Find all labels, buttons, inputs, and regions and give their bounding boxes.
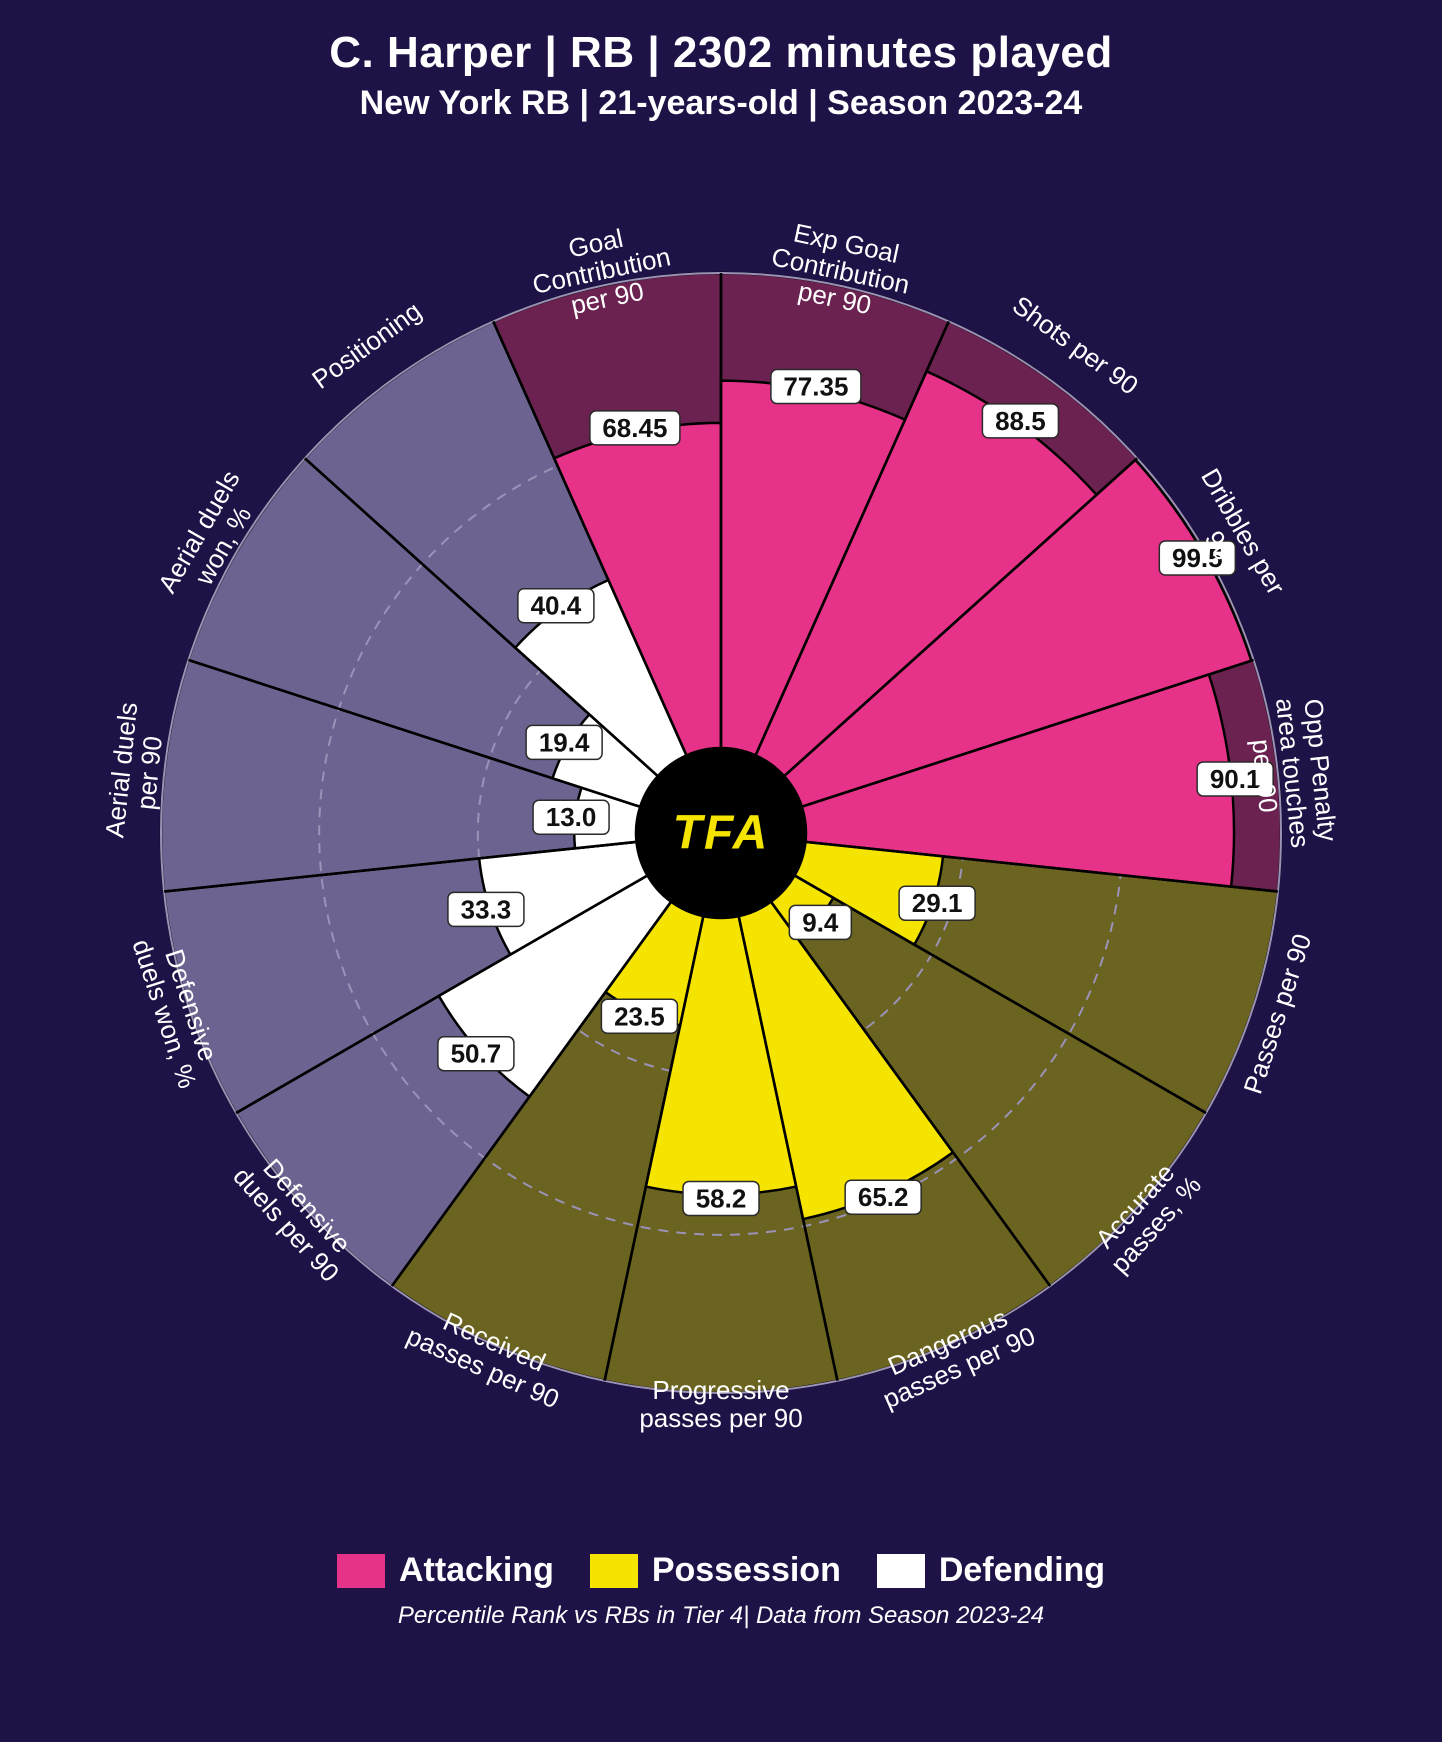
- value-label: 58.2: [696, 1183, 747, 1213]
- chart-header: C. Harper | RB | 2302 minutes played New…: [0, 0, 1442, 123]
- value-label: 50.7: [451, 1039, 502, 1069]
- value-label: 33.3: [461, 894, 512, 924]
- polar-bar-chart: 68.4577.3588.599.590.129.19.465.258.223.…: [21, 133, 1421, 1533]
- chart-subtitle: New York RB | 21-years-old | Season 2023…: [0, 84, 1442, 123]
- axis-label: passes per 90: [639, 1403, 802, 1433]
- value-label: 13.0: [546, 802, 597, 832]
- chart-footnote: Percentile Rank vs RBs in Tier 4| Data f…: [0, 1602, 1442, 1630]
- legend-swatch: [877, 1554, 925, 1588]
- value-label: 88.5: [995, 406, 1046, 436]
- value-label: 9.4: [802, 907, 839, 937]
- axis-label: Progressive: [652, 1375, 789, 1405]
- legend-swatch: [590, 1554, 638, 1588]
- legend-swatch: [337, 1554, 385, 1588]
- legend-label: Attacking: [399, 1551, 554, 1590]
- legend: Attacking Possession Defending: [0, 1551, 1442, 1590]
- chart-title: C. Harper | RB | 2302 minutes played: [0, 28, 1442, 78]
- legend-item: Attacking: [337, 1551, 554, 1590]
- legend-label: Possession: [652, 1551, 841, 1590]
- center-logo: TFA: [673, 807, 770, 860]
- value-label: 40.4: [531, 591, 582, 621]
- value-label: 29.1: [912, 888, 963, 918]
- chart-container: 68.4577.3588.599.590.129.19.465.258.223.…: [0, 133, 1442, 1533]
- legend-label: Defending: [939, 1551, 1105, 1590]
- value-label: 68.45: [602, 413, 667, 443]
- axis-label-group: Progressivepasses per 90: [639, 1375, 802, 1433]
- value-label: 23.5: [614, 1001, 665, 1031]
- value-label: 19.4: [539, 727, 590, 757]
- value-label: 65.2: [858, 1182, 909, 1212]
- value-label: 77.35: [783, 372, 848, 402]
- legend-item: Possession: [590, 1551, 841, 1590]
- legend-item: Defending: [877, 1551, 1105, 1590]
